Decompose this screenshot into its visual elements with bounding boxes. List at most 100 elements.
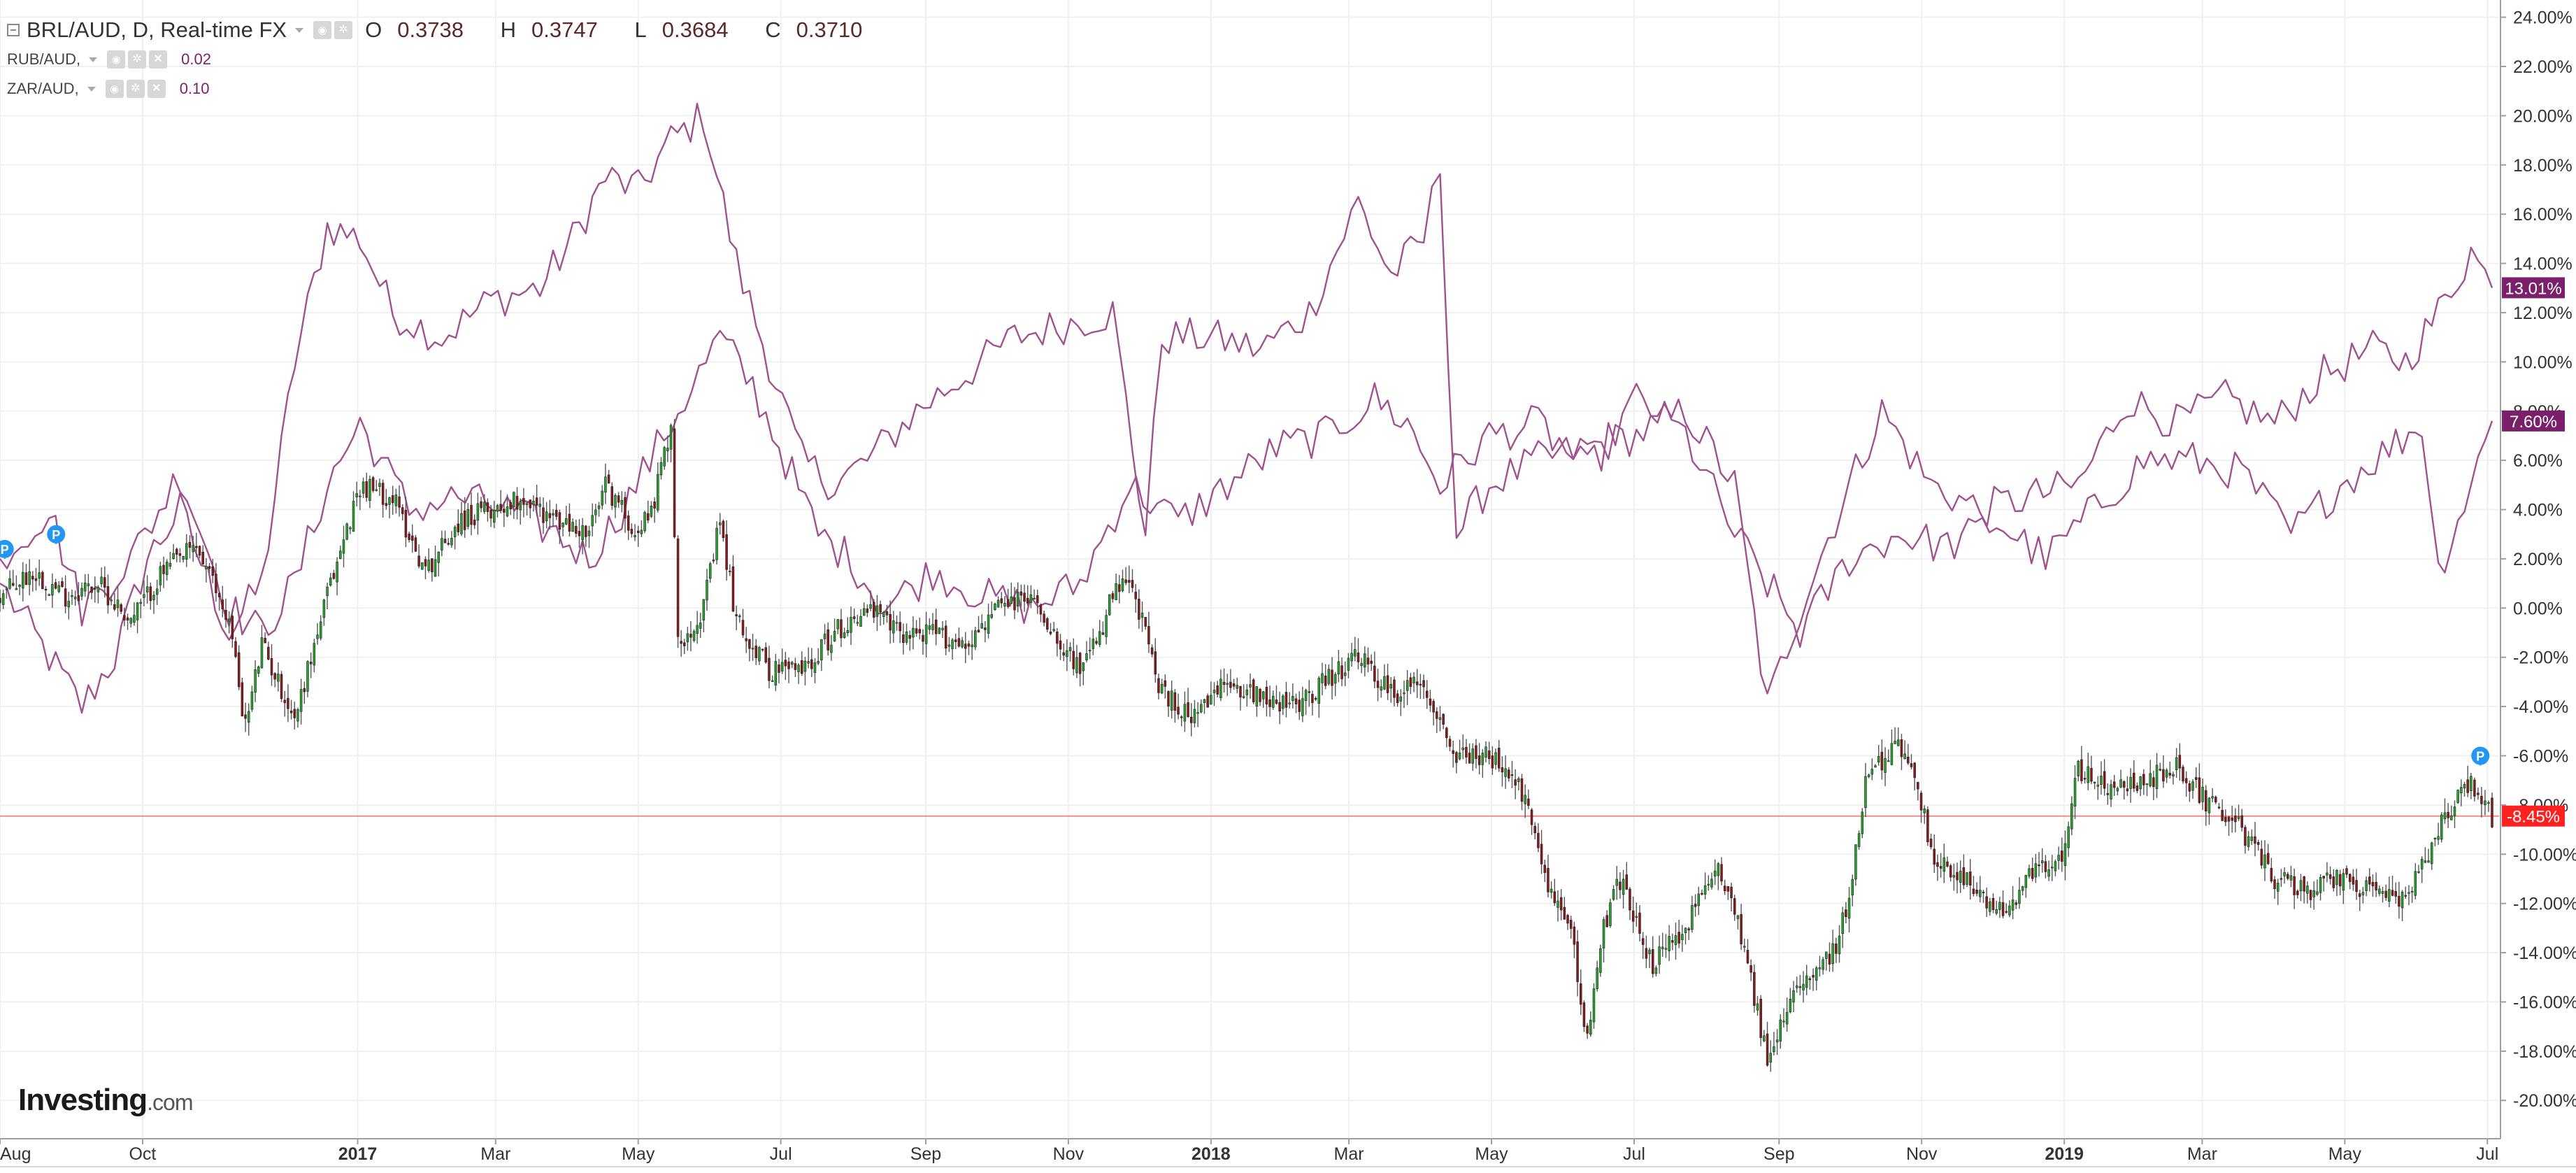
candle-body	[532, 501, 535, 505]
candle-body	[889, 614, 892, 631]
candle-body	[1605, 915, 1608, 927]
marker-pin-icon[interactable]	[2471, 746, 2490, 765]
candle-body	[1661, 946, 1664, 949]
candle-body	[1651, 949, 1654, 974]
candle-body	[712, 560, 715, 562]
candle-body	[1085, 653, 1088, 661]
candle-body	[971, 644, 973, 648]
candle-body	[2342, 873, 2345, 891]
legend-main-symbol[interactable]: BRL/AUD, D, Real-time FX	[27, 17, 287, 42]
chevron-down-icon[interactable]	[87, 86, 96, 92]
y-tick-label: -6.00%	[2513, 746, 2568, 766]
close-value: 0.3710	[796, 17, 863, 42]
candle-body	[129, 618, 132, 624]
candle-body	[2093, 781, 2096, 783]
candle-body	[1612, 889, 1615, 900]
candle-body	[1936, 862, 1939, 867]
candle-body	[424, 559, 427, 567]
chevron-down-icon[interactable]	[89, 57, 98, 62]
candle-body	[5, 588, 8, 590]
x-axis[interactable]: Aug Oct 2017 Mar May Jul Sep Nov 2018 Mar May Jul Se…	[0, 1139, 2498, 1164]
candle-body	[1681, 934, 1684, 940]
candle-body	[1157, 678, 1160, 693]
visibility-icon[interactable]	[313, 21, 332, 39]
candle-body	[751, 648, 754, 650]
rub-badge-text: 13.01%	[2505, 279, 2561, 298]
candle-body	[571, 522, 574, 532]
open-label: O	[365, 17, 382, 42]
candle-body	[1422, 680, 1425, 688]
candle-body	[401, 507, 404, 514]
candle-body	[718, 522, 722, 525]
event-marker[interactable]: P	[47, 525, 66, 544]
candle-body	[1350, 653, 1353, 662]
close-icon[interactable]	[147, 80, 166, 98]
candle-body	[905, 631, 908, 643]
candle-body	[794, 663, 797, 670]
candle-body	[2316, 891, 2319, 895]
candle-body	[1694, 904, 1697, 907]
candle-body	[1720, 864, 1723, 882]
candle-body	[2270, 867, 2273, 882]
candle-body	[1275, 699, 1278, 704]
candle-body	[365, 481, 368, 498]
marker-pin-icon[interactable]	[0, 539, 14, 558]
x-tick-label: 2019	[2045, 1144, 2084, 1164]
candle-body	[319, 621, 322, 639]
settings-icon[interactable]	[128, 50, 147, 69]
event-marker[interactable]: P	[2471, 746, 2490, 766]
candle-body	[2326, 872, 2328, 876]
candle-body	[702, 599, 706, 621]
legend-rub-symbol[interactable]: RUB/AUD,	[7, 50, 81, 68]
candle-body	[22, 571, 24, 589]
candle-body	[738, 616, 741, 618]
candle-body	[1370, 660, 1373, 664]
candle-body	[237, 652, 241, 688]
candle-body	[336, 562, 338, 583]
marker-pin-icon[interactable]	[47, 525, 66, 543]
candle-body	[1255, 686, 1259, 707]
y-tick-label: 22.00%	[2513, 57, 2573, 77]
event-marker[interactable]: P	[0, 539, 14, 559]
candle-body	[2287, 874, 2289, 879]
candle-body	[1481, 753, 1484, 765]
candle-body	[345, 523, 348, 540]
candle-body	[2338, 874, 2342, 887]
candle-body	[823, 634, 827, 639]
candle-body	[38, 572, 41, 579]
high-label: H	[500, 17, 517, 42]
legend-row-rub[interactable]: RUB/AUD, 0.02	[7, 45, 893, 74]
y-tick-label: 4.00%	[2513, 501, 2563, 520]
candle-body	[885, 611, 889, 616]
candle-body	[548, 513, 552, 518]
candle-body	[869, 604, 872, 609]
candle-body	[1403, 692, 1405, 695]
y-tick-label: 14.00%	[2513, 255, 2573, 274]
chevron-down-icon[interactable]	[295, 27, 304, 33]
candle-body	[332, 573, 336, 579]
candle-body	[90, 586, 93, 593]
candle-body	[145, 586, 149, 592]
legend-row-zar[interactable]: ZAR/AUD, 0.10	[7, 74, 893, 104]
close-icon[interactable]	[149, 50, 168, 69]
settings-icon[interactable]	[126, 80, 145, 98]
rub-badge: 13.01%	[2502, 277, 2565, 299]
legend-main-row[interactable]: BRL/AUD, D, Real-time FX O 0.3738 H 0.3747…	[7, 15, 893, 45]
legend-zar-symbol[interactable]: ZAR/AUD,	[7, 80, 79, 97]
candle-body	[1959, 870, 1962, 883]
candle-body	[1596, 967, 1598, 990]
settings-icon[interactable]	[334, 21, 353, 39]
visibility-icon[interactable]	[107, 50, 126, 69]
candle-body	[2015, 902, 2018, 905]
candle-body	[1491, 755, 1494, 769]
candle-body	[2090, 767, 2093, 782]
candle-body	[2038, 865, 2040, 867]
visibility-icon[interactable]	[105, 80, 124, 98]
collapse-icon[interactable]	[7, 24, 20, 36]
candle-body	[257, 667, 260, 674]
candle-body	[1043, 613, 1045, 623]
candle-body	[1272, 695, 1275, 708]
candle-body	[653, 502, 656, 509]
